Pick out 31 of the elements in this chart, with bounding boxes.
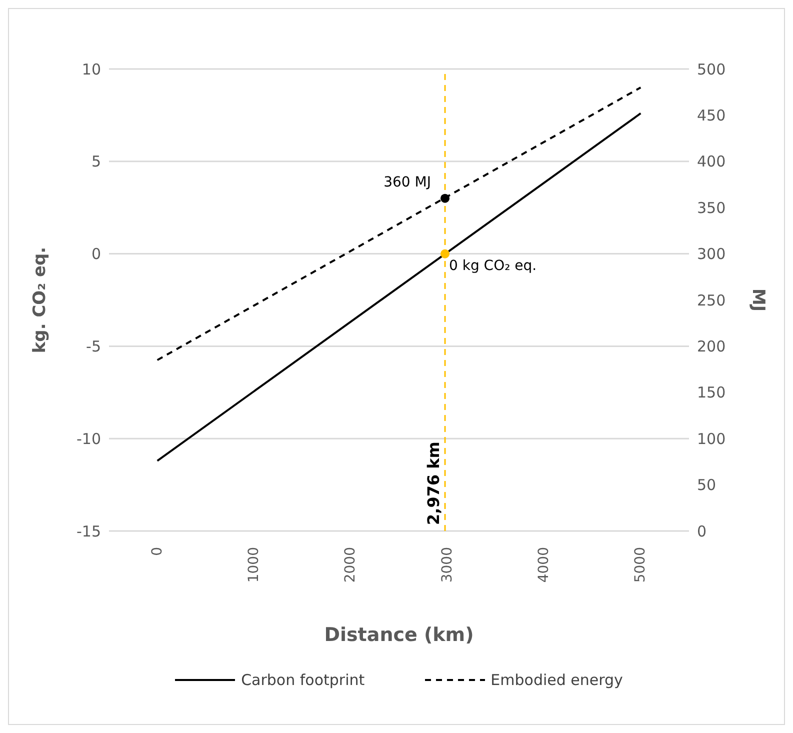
y-tick-label: -5 [86,338,101,356]
legend-label: Embodied energy [490,671,623,689]
y2-tick-label: 250 [697,291,726,310]
y2-tick-label: 50 [697,476,716,494]
annotation: 0 kg CO₂ eq. [449,258,537,274]
x-axis-title: Distance (km) [324,624,474,646]
y2-tick-label: 100 [697,430,726,448]
y2-tick-label: 300 [697,245,726,264]
x-tick-label: 1000 [246,547,262,583]
x-tick-label: 0 [149,547,166,556]
legend-label: Carbon footprint [240,671,365,689]
y2-tick-label: 0 [697,522,707,540]
y2-tick-label: 500 [697,60,726,78]
y2-tick-label: 450 [697,106,726,125]
y-tick-label: -10 [76,430,101,448]
ref-line-label: 2,976 km [424,442,444,525]
y2-tick-label: 350 [697,198,726,217]
x-tick-label: 5000 [632,547,649,583]
x-tick-label: 4000 [536,547,552,583]
x-tick-label: 3000 [439,547,456,583]
y-tick-label: 0 [91,245,101,264]
x-tick-label: 2000 [342,547,359,583]
y-axis-title: kg. CO₂ eq. [30,246,50,354]
y2-axis-title: MJ [748,288,768,312]
y-tick-label: 10 [82,60,101,78]
y-tick-label: 5 [91,152,101,171]
annotation: 360 MJ [384,174,432,190]
y-tick-label: -15 [76,522,101,540]
y2-tick-label: 400 [697,152,726,171]
y2-tick-label: 200 [697,338,726,356]
y2-tick-label: 150 [697,384,726,402]
